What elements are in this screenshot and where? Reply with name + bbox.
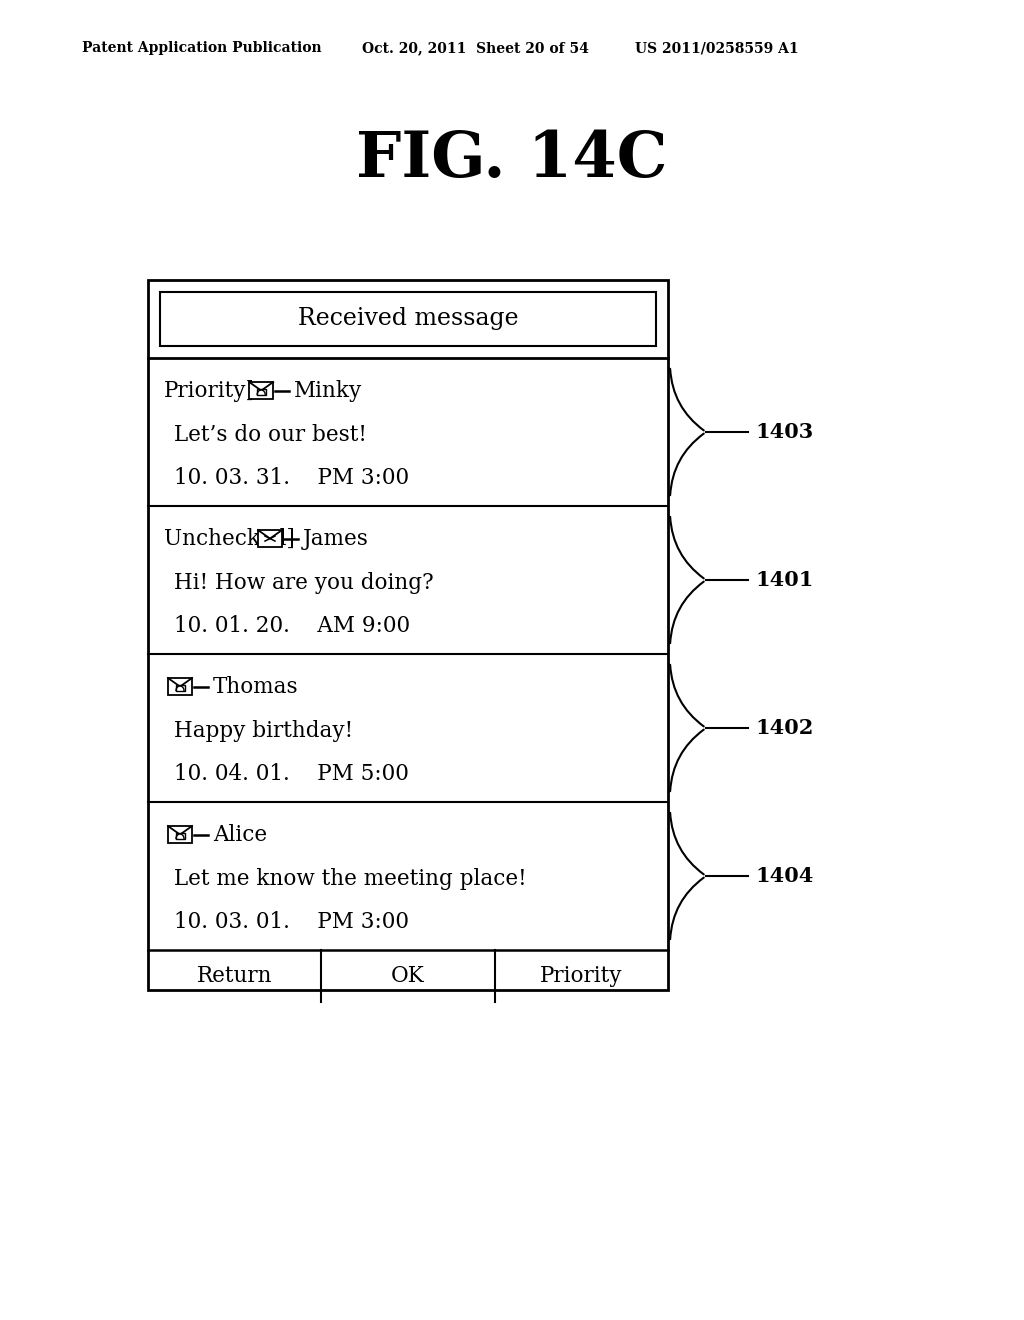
Text: Alice: Alice [213,824,267,846]
Text: 1404: 1404 [755,866,813,886]
Bar [175,833,184,838]
Text: Received message: Received message [298,308,518,330]
Text: Hi! How are you doing?: Hi! How are you doing? [174,572,433,594]
Text: Unchecked]: Unchecked] [164,528,295,549]
Text: Patent Application Publication: Patent Application Publication [82,41,322,55]
Text: 10. 01. 20.    AM 9:00: 10. 01. 20. AM 9:00 [174,615,411,636]
Text: Let’s do our best!: Let’s do our best! [174,424,367,446]
Bar [160,292,656,346]
Bar [168,678,193,696]
Text: 1403: 1403 [755,422,813,442]
Text: Priority]: Priority] [164,380,255,401]
Text: 10. 03. 31.    PM 3:00: 10. 03. 31. PM 3:00 [174,467,410,488]
Bar [257,388,265,395]
Bar [249,381,273,399]
Text: James: James [303,528,369,549]
Text: Minky: Minky [294,380,362,401]
Text: Oct. 20, 2011  Sheet 20 of 54: Oct. 20, 2011 Sheet 20 of 54 [362,41,589,55]
Text: Let me know the meeting place!: Let me know the meeting place! [174,869,526,890]
Bar [258,531,282,546]
Text: OK: OK [391,965,425,987]
Text: Happy birthday!: Happy birthday! [174,719,353,742]
Text: 1401: 1401 [755,570,813,590]
Text: 1402: 1402 [755,718,813,738]
Text: Priority: Priority [540,965,623,987]
Text: 10. 03. 01.    PM 3:00: 10. 03. 01. PM 3:00 [174,911,409,933]
Text: 10. 04. 01.    PM 5:00: 10. 04. 01. PM 5:00 [174,763,409,785]
Text: FIG. 14C: FIG. 14C [356,129,668,190]
Bar [168,826,193,843]
Text: US 2011/0258559 A1: US 2011/0258559 A1 [635,41,799,55]
Bar [148,280,668,990]
Text: Return: Return [197,965,272,987]
Bar [175,685,184,690]
Text: Thomas: Thomas [213,676,299,697]
